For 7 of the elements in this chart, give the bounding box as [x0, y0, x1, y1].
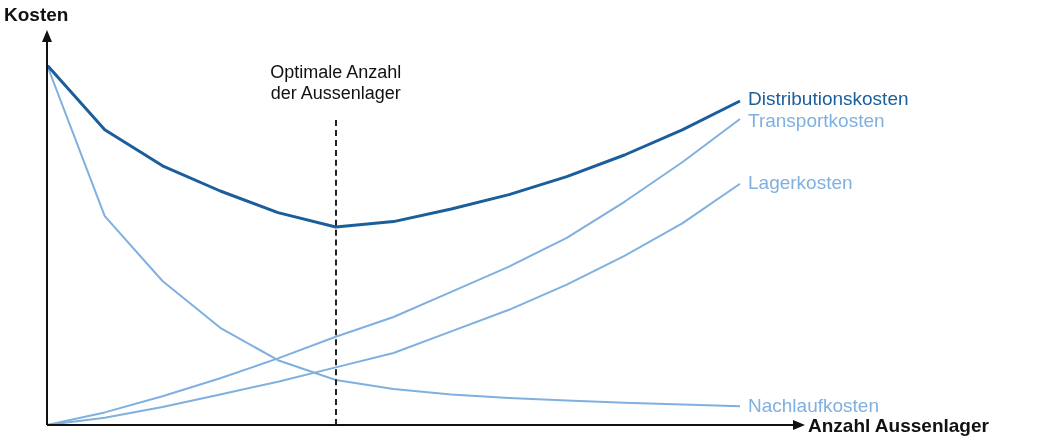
- x-axis-title: Anzahl Aussenlager: [808, 415, 990, 437]
- series-label: Lagerkosten: [748, 172, 853, 194]
- series-label: Nachlaufkosten: [748, 394, 879, 416]
- y-axis-title: Kosten: [4, 4, 69, 26]
- annotation: Optimale Anzahl der Aussenlager: [269, 62, 403, 104]
- series-label: Distributionskosten: [748, 88, 909, 110]
- series-label: Transportkosten: [748, 110, 885, 132]
